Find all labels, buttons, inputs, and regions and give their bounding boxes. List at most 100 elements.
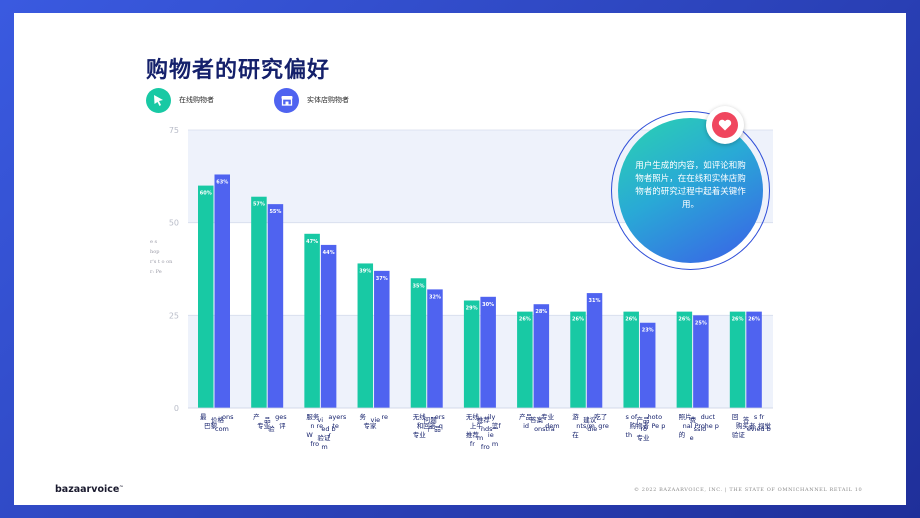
category-label: 产品 — [519, 412, 532, 421]
bar — [746, 311, 762, 408]
bar-value-label: 37% — [376, 276, 388, 282]
legend-label-store: 实体店购物者 — [307, 96, 349, 104]
category-label: 巴黎 — [204, 421, 218, 430]
category-label: 回 — [732, 413, 739, 421]
bar — [374, 270, 390, 408]
bar — [533, 304, 550, 408]
category-label: 专业 — [541, 412, 555, 421]
brand-mark: ~ — [119, 484, 124, 490]
y-axis-label: hop — [150, 249, 159, 255]
category-label: 建议 — [583, 415, 597, 424]
y-axis-label: r: Pe — [150, 269, 162, 275]
bar-value-label: 28% — [535, 309, 547, 315]
bar — [251, 196, 267, 408]
bar-value-label: 26% — [572, 317, 584, 323]
category-label: vi — [317, 416, 323, 424]
bar-value-label: 44% — [323, 250, 335, 256]
bar-value-label: 57% — [253, 202, 265, 208]
category-label: hoto — [647, 413, 662, 421]
category-label: nts/m — [576, 422, 595, 430]
category-label: m — [321, 443, 327, 451]
category-label: 购买者 — [736, 421, 756, 430]
category-label: q — [439, 422, 443, 430]
category-label: 验证 — [732, 430, 746, 439]
category-label: r — [328, 431, 331, 439]
category-label: duct — [701, 413, 716, 421]
bar-value-label: 31% — [589, 298, 601, 304]
callout-circle: 用户生成的内容，如评论和购物者照片，在在线和实体店购物者的研究过程中起着关键作用… — [611, 111, 770, 270]
category-label: fro — [481, 443, 490, 451]
bar-value-label: 26% — [625, 317, 637, 323]
category-label: ro — [640, 425, 647, 433]
bar-value-label: 47% — [306, 239, 318, 245]
category-label: 推荐 — [477, 415, 491, 424]
cursor-arrow-icon — [146, 87, 171, 113]
category-label: s fr — [754, 413, 765, 421]
category-label: vie — [371, 416, 381, 424]
category-label: ers — [435, 413, 446, 421]
bar — [676, 311, 693, 408]
category-label: onstra — [534, 425, 555, 433]
category-label: 费 — [690, 415, 697, 424]
category-label: 答案 — [530, 415, 544, 424]
category-label: s of — [625, 413, 637, 421]
category-label: 验 — [268, 424, 275, 433]
bar-value-label: 26% — [678, 317, 690, 323]
bar — [586, 293, 603, 408]
category-label: 专业 — [257, 421, 271, 430]
bar-value-label: 25% — [695, 320, 707, 326]
category-label: e — [690, 434, 694, 442]
y-axis-label: r's t o on — [150, 259, 173, 265]
category-label: 上午 — [470, 421, 484, 430]
category-label: re — [382, 413, 389, 421]
legend-label-online: 在线购物者 — [179, 96, 214, 104]
category-label: id — [523, 422, 529, 430]
bar — [639, 322, 656, 408]
category-label: n re — [310, 422, 323, 430]
category-label: dem — [545, 422, 559, 430]
bar-value-label: 55% — [269, 209, 281, 215]
category-label: 和回答 — [417, 421, 437, 430]
bar — [570, 311, 586, 408]
category-label: 吃了 — [594, 412, 607, 421]
bar-value-label: 35% — [412, 283, 424, 289]
bar-value-label: 60% — [200, 191, 212, 197]
category-label: 服务 — [306, 412, 320, 421]
bar — [198, 185, 214, 408]
category-label: 答 — [743, 415, 750, 424]
bar — [410, 278, 427, 408]
category-label: 游 — [572, 412, 579, 421]
category-label: nal Pro — [683, 422, 705, 430]
heart-badge — [706, 106, 744, 144]
bar-value-label: 32% — [429, 294, 441, 300]
category-label: 专业 — [636, 433, 650, 442]
category-label: 品 — [264, 416, 271, 424]
category-label: 专业 — [413, 430, 427, 439]
y-tick-label: 50 — [169, 219, 179, 228]
storefront-icon — [274, 87, 299, 113]
category-label: com — [215, 425, 229, 433]
bar — [517, 311, 533, 408]
bar-value-label: 39% — [359, 268, 371, 274]
page-title: 购物者的研究偏好 — [146, 58, 331, 83]
category-label: W — [306, 431, 313, 439]
bar-value-label: 26% — [748, 317, 760, 323]
callout-text: 用户生成的内容，如评论和购物者照片，在在线和实体店购物者的研究过程中起着关键作用… — [635, 160, 746, 210]
category-label: nds — [481, 425, 493, 433]
brand-name: bazaarvoice — [55, 484, 120, 495]
bar — [729, 311, 746, 408]
category-label: ayers — [328, 413, 347, 421]
bar-value-label: 23% — [642, 328, 654, 334]
category-label: 无线 — [466, 412, 480, 421]
legend-store: 实体店购物者 — [274, 87, 349, 113]
bar — [427, 289, 443, 408]
bar — [693, 315, 709, 408]
category-label: 产 — [253, 412, 260, 421]
bar — [623, 311, 639, 408]
footer-text: © 2022 BAZAARVOICE, INC. | THE STATE OF … — [634, 487, 863, 493]
category-label: 产品 — [636, 415, 649, 424]
y-tick-label: 25 — [169, 311, 179, 320]
heart-icon — [712, 112, 738, 138]
category-label: 评 — [279, 422, 286, 430]
